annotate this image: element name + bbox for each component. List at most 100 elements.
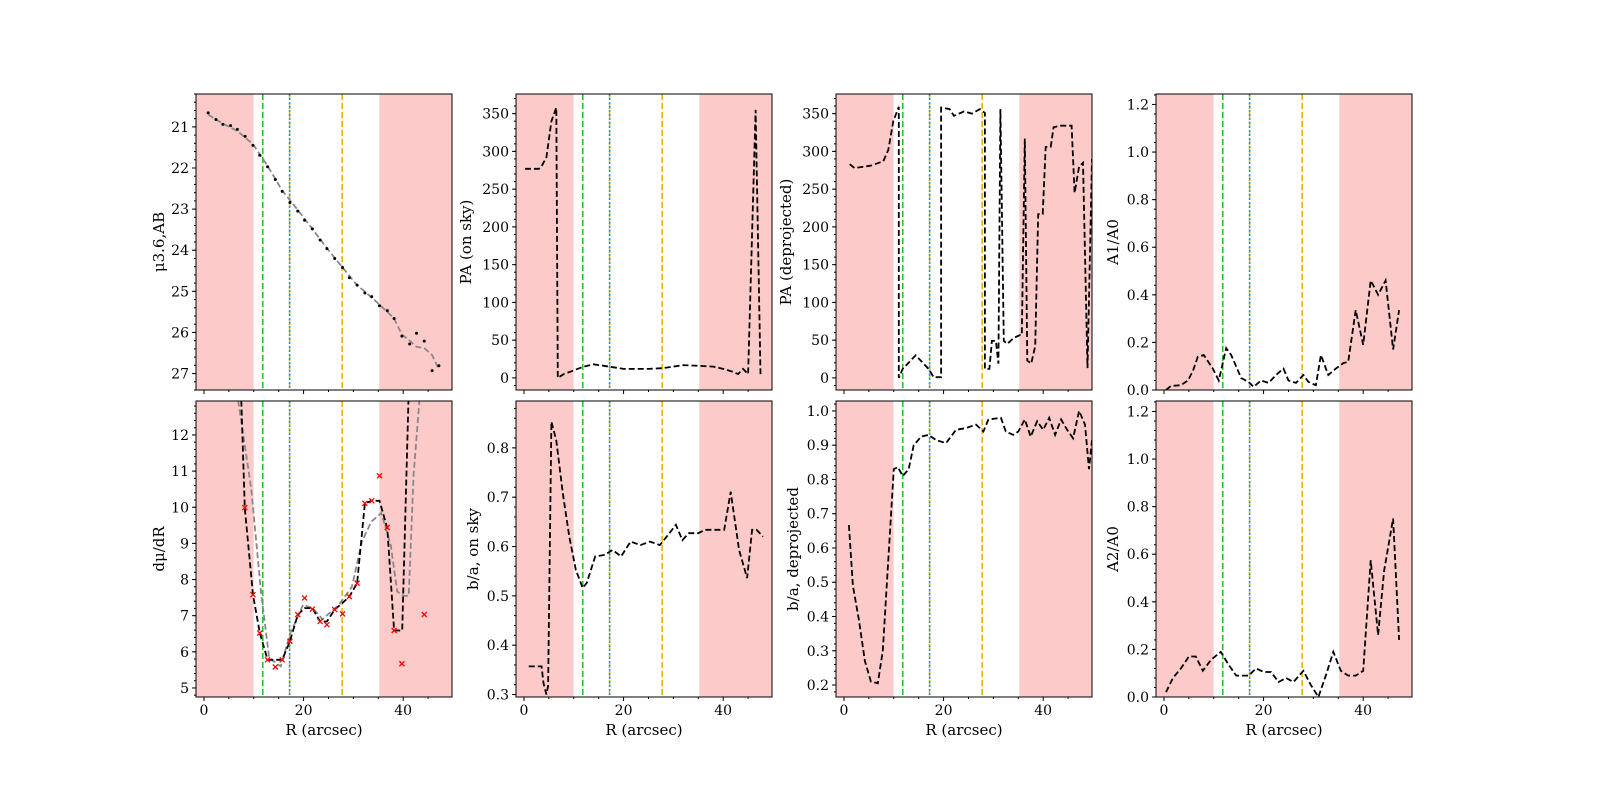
y-tick-label: 100 [802, 295, 829, 311]
series-line-derivative [240, 401, 410, 661]
x-tick-label: 0 [520, 703, 529, 719]
data-point [437, 364, 441, 368]
shaded-region [1156, 94, 1214, 390]
y-tick-label: 50 [491, 333, 509, 349]
y-tick-label: 0.2 [807, 678, 829, 694]
data-point [355, 283, 359, 287]
x-marker [317, 618, 324, 625]
y-axis-label: PA (on sky) [457, 200, 475, 285]
series-line-pa [525, 107, 762, 380]
y-tick-label: 0.7 [807, 507, 829, 523]
panel-ba-deproj: 0 20 40 R (arcsec) 0.2 0.3 0.4 0.5 0.6 0.7 0.8 0.9 1… [784, 400, 1093, 739]
x-marker [339, 610, 346, 617]
x-marker [279, 656, 286, 663]
data-point [333, 256, 337, 260]
plot-area [836, 94, 1092, 390]
data-point [288, 201, 292, 205]
plot-area [516, 401, 772, 697]
y-tick-label: 0.0 [1127, 383, 1149, 399]
data-point [347, 276, 351, 280]
y-tick-label: 150 [482, 258, 509, 274]
y-tick-label: 1.0 [1127, 145, 1149, 161]
y-tick-label: 5 [180, 681, 189, 697]
y-tick-label: 0.8 [487, 441, 509, 457]
y-tick-label: 0.5 [807, 575, 829, 591]
y-axis-label: μ3.6,AB [150, 212, 168, 272]
x-marker [421, 611, 428, 618]
x-marker [391, 627, 398, 634]
shaded-region [1339, 94, 1412, 390]
x-marker [309, 606, 316, 613]
x-axis-label: R (arcsec) [1245, 721, 1322, 739]
y-tick-label: 9 [180, 536, 189, 552]
data-point [258, 153, 262, 157]
data-point [400, 334, 404, 338]
data-point [229, 124, 233, 128]
y-tick-label: 26 [171, 325, 189, 341]
data-point [251, 143, 255, 147]
series-line-pa [849, 106, 1092, 379]
y-tick-label: 200 [802, 220, 829, 236]
y-tick-label: 300 [802, 144, 829, 160]
y-tick-label: 0 [500, 371, 509, 387]
y-tick-label: 0.6 [1127, 547, 1149, 563]
y-tick-label: 0.5 [487, 589, 509, 605]
panel-dmu: 0 20 40 R (arcsec) 5 6 7 8 9 10 11 12 dμ/dR [150, 400, 453, 739]
data-point [280, 189, 284, 193]
x-marker [346, 593, 353, 600]
x-marker [354, 580, 361, 587]
axes-frame [1155, 400, 1413, 698]
x-marker [241, 504, 248, 511]
y-tick-label: 1.0 [1127, 452, 1149, 468]
shaded-region [379, 94, 452, 390]
y-axis-label: dμ/dR [150, 526, 168, 572]
data-point [370, 295, 374, 299]
shaded-region [196, 94, 254, 390]
shaded-region [516, 401, 574, 697]
y-axis-label: A2/A0 [1104, 526, 1122, 573]
y-tick-label: 0.2 [1127, 335, 1149, 351]
series-line-ba [528, 421, 764, 695]
y-tick-label: 6 [180, 645, 189, 661]
plot-area [1156, 401, 1412, 697]
shaded-region [1019, 94, 1092, 390]
x-axis-label: R (arcsec) [285, 721, 362, 739]
x-marker [301, 595, 308, 601]
x-marker [250, 591, 256, 598]
y-axis-label: PA (deprojected) [777, 179, 795, 306]
panel-mu: 21 22 23 24 25 26 27 μ3.6,AB [150, 93, 453, 394]
y-tick-label: 350 [802, 107, 829, 123]
y-tick-label: 0.2 [1127, 642, 1149, 658]
x-tick-label: 40 [1034, 703, 1052, 719]
y-tick-label: 0.8 [1127, 193, 1149, 209]
y-tick-label: 0.3 [807, 644, 829, 660]
x-tick-label: 20 [1255, 703, 1273, 719]
data-point [235, 127, 239, 131]
data-point [392, 316, 396, 320]
x-marker [272, 664, 279, 670]
x-axis-label: R (arcsec) [925, 721, 1002, 739]
panel-a1: 0.0 0.2 0.4 0.6 0.8 1.0 1.2 A1/A0 [1104, 93, 1413, 399]
x-tick-label: 40 [1354, 703, 1372, 719]
y-tick-label: 8 [180, 573, 189, 589]
x-tick-label: 0 [840, 703, 849, 719]
plot-area [1156, 94, 1412, 390]
y-tick-label: 7 [180, 609, 189, 625]
y-tick-label: 1.0 [807, 404, 829, 420]
y-tick-label: 0 [820, 371, 829, 387]
y-tick-label: 10 [171, 500, 189, 516]
y-tick-label: 0.6 [807, 541, 829, 557]
y-tick-label: 100 [482, 295, 509, 311]
data-point [325, 247, 329, 251]
y-tick-label: 0.3 [487, 688, 509, 704]
y-tick-label: 0.4 [1127, 288, 1149, 304]
y-axis-label: A1/A0 [1104, 219, 1122, 266]
axes-frame [1155, 93, 1413, 391]
y-axis-label: b/a, deprojected [784, 487, 802, 611]
panel-ba-sky: 0 20 40 R (arcsec) 0.3 0.4 0.5 0.6 0.7 0.8 b/a, on… [464, 400, 773, 739]
data-point [266, 165, 270, 169]
y-tick-label: 0.8 [1127, 500, 1149, 516]
y-tick-label: 23 [171, 202, 189, 218]
y-tick-label: 200 [482, 220, 509, 236]
